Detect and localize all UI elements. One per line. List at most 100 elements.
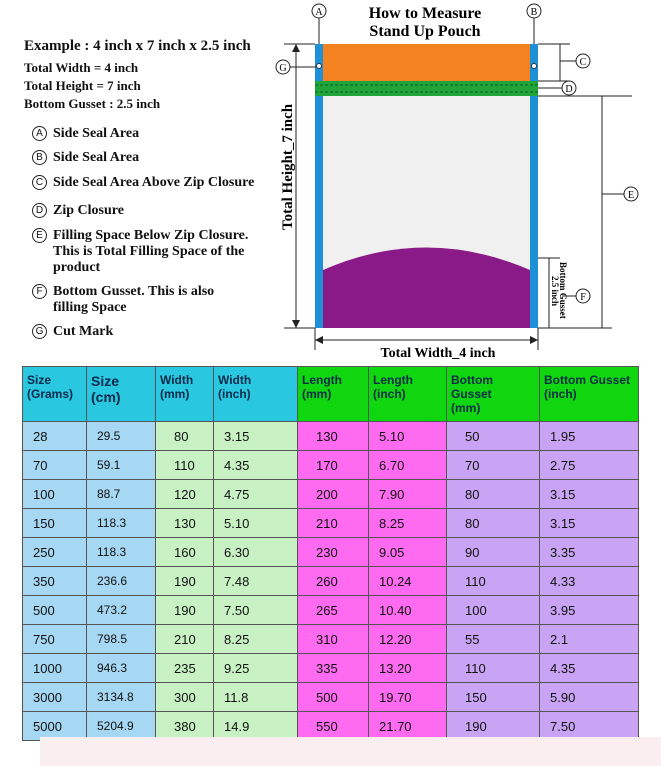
gusset-label-2: 2.5 inch <box>550 276 560 306</box>
table-cell: 9.05 <box>368 537 447 567</box>
table-cell: 118.3 <box>86 508 156 538</box>
table-cell: 160 <box>155 537 214 567</box>
table-cell: 3000 <box>22 682 87 712</box>
marker-b: B <box>531 7 538 18</box>
table-row: 250 118.3 160 6.30 230 9.05 90 3.35 <box>22 537 639 567</box>
table-cell: 3134.8 <box>86 682 156 712</box>
column-header: Bottom Gusset (mm) <box>446 366 540 422</box>
letter-f-marker: F <box>32 284 47 299</box>
table-cell: 7.50 <box>539 711 639 741</box>
marker-c: C <box>580 57 587 68</box>
table-cell: 70 <box>22 450 87 480</box>
table-cell: 500 <box>297 682 369 712</box>
table-cell: 350 <box>22 566 87 596</box>
marker-e: E <box>628 190 634 201</box>
legend-item-g: G Cut Mark <box>32 324 113 340</box>
table-cell: 13.20 <box>368 653 447 683</box>
table-cell: 80 <box>446 508 540 538</box>
table-cell: 230 <box>297 537 369 567</box>
table-row: 28 29.5 80 3.15 130 5.10 50 1.95 <box>22 421 639 451</box>
table-row: 70 59.1 110 4.35 170 6.70 70 2.75 <box>22 450 639 480</box>
table-cell: 210 <box>297 508 369 538</box>
table-cell: 5000 <box>22 711 87 741</box>
table-cell: 210 <box>155 624 214 654</box>
table-cell: 750 <box>22 624 87 654</box>
table-cell: 335 <box>297 653 369 683</box>
table-cell: 3.35 <box>539 537 639 567</box>
table-cell: 3.95 <box>539 595 639 625</box>
letter-e-marker: E <box>32 228 47 243</box>
table-cell: 80 <box>446 479 540 509</box>
legend-item-b: B Side Seal Area <box>32 150 139 166</box>
table-cell: 110 <box>446 566 540 596</box>
table-cell: 3.15 <box>213 421 298 451</box>
top-seal-area <box>323 44 530 81</box>
table-cell: 7.50 <box>213 595 298 625</box>
legend-item-f: F Bottom Gusset. This is also filling Spa… <box>32 284 238 316</box>
table-cell: 1.95 <box>539 421 639 451</box>
marker-a: A <box>315 7 323 18</box>
table-cell: 300 <box>155 682 214 712</box>
table-cell: 29.5 <box>86 421 156 451</box>
table-row: 5000 5204.9 380 14.9 550 21.70 190 7.50 <box>22 711 639 741</box>
table-cell: 88.7 <box>86 479 156 509</box>
table-cell: 55 <box>446 624 540 654</box>
table-cell: 4.35 <box>539 653 639 683</box>
example-title: Example : 4 inch x 7 inch x 2.5 inch <box>24 38 251 54</box>
column-header: Length (inch) <box>368 366 447 422</box>
column-header: Length (mm) <box>297 366 369 422</box>
letter-a-marker: A <box>32 126 47 141</box>
letter-b-marker: B <box>32 150 47 165</box>
table-cell: 236.6 <box>86 566 156 596</box>
letter-c-marker: C <box>32 175 47 190</box>
table-cell: 70 <box>446 450 540 480</box>
example-height: Total Height = 7 inch <box>24 78 141 93</box>
table-cell: 120 <box>155 479 214 509</box>
gusset-label-1: Bottom Gusset <box>558 262 568 319</box>
table-cell: 7.48 <box>213 566 298 596</box>
table-cell: 5.10 <box>368 421 447 451</box>
table-cell: 2.1 <box>539 624 639 654</box>
table-cell: 170 <box>297 450 369 480</box>
column-header: Size (cm) <box>86 366 156 422</box>
table-cell: 310 <box>297 624 369 654</box>
table-row: 100 88.7 120 4.75 200 7.90 80 3.15 <box>22 479 639 509</box>
table-cell: 150 <box>446 682 540 712</box>
table-cell: 100 <box>446 595 540 625</box>
table-cell: 59.1 <box>86 450 156 480</box>
side-seal-b-top <box>530 44 538 81</box>
table-cell: 550 <box>297 711 369 741</box>
table-row: 3000 3134.8 300 11.8 500 19.70 150 5.90 <box>22 682 639 712</box>
side-seal-a <box>315 96 323 328</box>
table-cell: 10.24 <box>368 566 447 596</box>
table-cell: 190 <box>155 595 214 625</box>
table-cell: 4.75 <box>213 479 298 509</box>
cut-mark-right <box>531 63 537 69</box>
legend-item-d: D Zip Closure <box>32 203 124 219</box>
table-cell: 50 <box>446 421 540 451</box>
table-cell: 21.70 <box>368 711 447 741</box>
table-cell: 2.75 <box>539 450 639 480</box>
example-width: Total Width = 4 inch <box>24 60 139 75</box>
table-cell: 8.25 <box>368 508 447 538</box>
table-row: 150 118.3 130 5.10 210 8.25 80 3.15 <box>22 508 639 538</box>
table-cell: 7.90 <box>368 479 447 509</box>
table-cell: 250 <box>22 537 87 567</box>
table-cell: 4.33 <box>539 566 639 596</box>
table-cell: 110 <box>446 653 540 683</box>
table-cell: 265 <box>297 595 369 625</box>
table-cell: 473.2 <box>86 595 156 625</box>
table-cell: 10.40 <box>368 595 447 625</box>
legend-item-e: E Filling Space Below Zip Closure. This i… <box>32 228 268 276</box>
letter-d-marker: D <box>32 203 47 218</box>
table-cell: 5.10 <box>213 508 298 538</box>
letter-g-marker: G <box>32 324 47 339</box>
column-header: Size (Grams) <box>22 366 87 422</box>
table-row: 500 473.2 190 7.50 265 10.40 100 3.95 <box>22 595 639 625</box>
example-gusset: Bottom Gusset : 2.5 inch <box>24 96 161 111</box>
column-header: Width (inch) <box>213 366 298 422</box>
table-cell: 14.9 <box>213 711 298 741</box>
table-cell: 5.90 <box>539 682 639 712</box>
pouch-size-table: Size (Grams) Size (cm) Width (mm) Width (inch) L… <box>22 366 639 741</box>
table-cell: 946.3 <box>86 653 156 683</box>
